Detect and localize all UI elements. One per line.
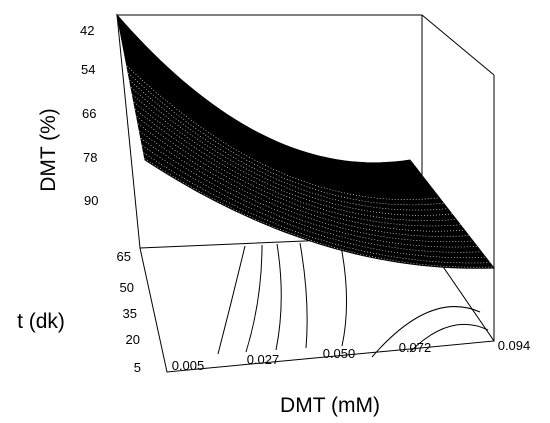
x-axis-label: DMT (mM) (280, 394, 380, 417)
z-tick-label: 66 (82, 106, 96, 121)
z-tick-label: 78 (83, 150, 97, 165)
z-tick-label: 90 (84, 193, 98, 208)
contour-line (245, 244, 263, 353)
x-tick-label: 0.072 (399, 340, 432, 355)
surface-fill (116, 13, 496, 269)
z-axis-label: DMT (%) (37, 108, 60, 192)
z-axis-ticks: 42 54 66 78 90 (80, 23, 98, 208)
response-surface (116, 13, 496, 269)
y-tick-label: 50 (120, 280, 134, 295)
contour-line (299, 242, 308, 349)
y-tick-label: 65 (117, 249, 131, 264)
contour-line (217, 245, 246, 355)
contour-line (409, 323, 489, 353)
surface-mesh-line (139, 130, 478, 248)
back-left-edge (116, 14, 141, 249)
x-tick-label: 0.027 (247, 352, 280, 367)
surface-mesh-line (133, 101, 461, 227)
y-tick-label: 5 (134, 360, 141, 375)
x-tick-label: 0.050 (323, 346, 356, 361)
y-axis-ticks: 5 20 35 50 65 (117, 249, 141, 375)
contour-line (371, 306, 481, 358)
y-tick-label: 35 (123, 306, 137, 321)
x-tick-label: 0.094 (498, 338, 531, 353)
floor-contours (217, 240, 489, 358)
surface-mesh-line (137, 123, 474, 243)
axis-box (116, 14, 495, 373)
y-axis-label: t (dk) (17, 310, 65, 333)
contour-line (339, 240, 348, 347)
z-tick-label: 42 (80, 23, 94, 38)
y-tick-label: 20 (126, 332, 140, 347)
x-tick-label: 0.005 (172, 358, 205, 373)
top-right-edge (421, 14, 495, 76)
x-axis-ticks: 0.005 0.027 0.050 0.072 0.094 (172, 338, 531, 373)
surface-mesh-line (144, 158, 494, 268)
surface-mesh-line (140, 138, 482, 253)
surface-mesh-line (136, 116, 469, 237)
surface-mesh-line (129, 80, 448, 211)
z-tick-label: 54 (81, 62, 95, 77)
contour-line (275, 243, 282, 351)
